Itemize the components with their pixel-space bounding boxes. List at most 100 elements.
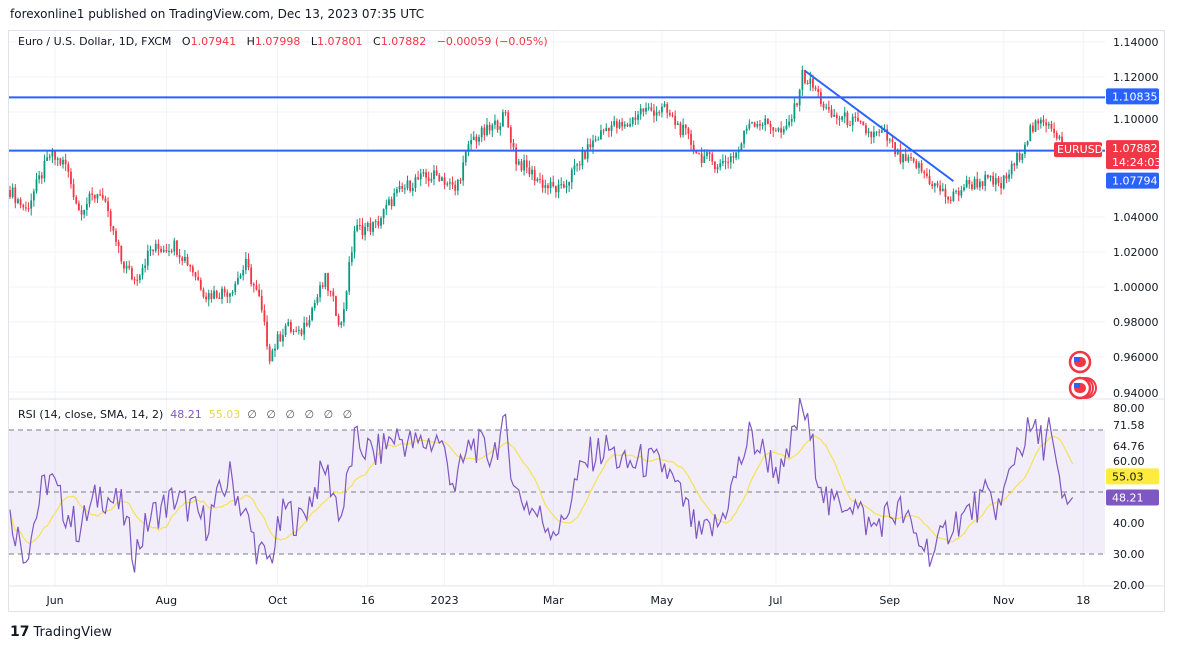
- candle-body: [690, 133, 692, 145]
- candle-body: [72, 184, 75, 198]
- line-price-label: 1.10835: [1112, 90, 1158, 103]
- symbol-legend: Euro / U.S. Dollar, 1D, FXCM O1.07941 H1…: [18, 35, 548, 48]
- candle-body: [1055, 132, 1058, 139]
- candle-body: [146, 250, 149, 266]
- candle-body: [973, 178, 976, 190]
- candle-body: [809, 78, 812, 84]
- rsi-axis-label: 40.00: [1113, 517, 1145, 530]
- candle-body: [655, 112, 658, 116]
- candle-body: [573, 165, 576, 170]
- candle-body: [441, 177, 443, 181]
- tradingview-logo[interactable]: 𝟭𝟳 TradingView: [10, 624, 112, 640]
- candle-body: [1029, 125, 1032, 142]
- candle-body: [873, 131, 875, 138]
- candle-body: [64, 159, 67, 165]
- candle-body: [260, 296, 263, 311]
- candle-body: [115, 230, 117, 242]
- candle-body: [735, 152, 737, 158]
- candle-body: [706, 152, 708, 157]
- candle-body: [237, 277, 239, 284]
- candle-body: [600, 130, 602, 140]
- candle-body: [91, 193, 94, 195]
- candle-body: [785, 125, 788, 130]
- candle-body: [197, 276, 200, 280]
- candle-body: [178, 255, 181, 258]
- candle-body: [939, 185, 942, 192]
- candle-body: [120, 245, 123, 262]
- candle-body: [1000, 183, 1002, 189]
- price-axis-label: 0.94000: [1113, 387, 1159, 400]
- candle-body: [562, 184, 565, 188]
- candle-body: [215, 290, 218, 298]
- candle-body: [247, 258, 250, 268]
- candle-body: [75, 197, 78, 204]
- candle-body: [684, 124, 687, 129]
- candle-body: [703, 156, 706, 163]
- price-axis-label: 0.98000: [1113, 316, 1159, 329]
- candle-body: [287, 322, 290, 326]
- candle-body: [284, 325, 287, 336]
- candle-body: [403, 188, 406, 190]
- trend-line: [804, 70, 954, 182]
- us-flag-canton: [1074, 357, 1080, 362]
- candle-body: [1034, 120, 1037, 132]
- candle-body: [40, 175, 43, 179]
- candle-body: [899, 149, 902, 163]
- candle-body: [719, 163, 722, 168]
- candle-body: [369, 222, 372, 232]
- candle-body: [986, 174, 989, 178]
- rsi-title[interactable]: RSI (14, close, SMA, 14, 2): [18, 408, 164, 421]
- candle-body: [321, 285, 324, 287]
- candle-body: [944, 188, 947, 197]
- candle-body: [960, 190, 963, 196]
- candle-body: [470, 140, 472, 145]
- candle-body: [676, 123, 679, 126]
- candle-body: [350, 252, 353, 263]
- candle-body: [234, 283, 237, 292]
- price-axis-label: 1.04000: [1113, 211, 1159, 224]
- candle-body: [213, 290, 215, 299]
- candle-body: [144, 265, 147, 268]
- candle-body: [494, 120, 496, 125]
- candle-body: [109, 211, 112, 227]
- candle-body: [589, 144, 592, 148]
- candle-body: [788, 121, 790, 126]
- close-label: C: [373, 35, 381, 48]
- candle-body: [459, 179, 462, 181]
- last-price-label: 1.07882: [1112, 142, 1158, 155]
- candle-body: [661, 106, 663, 113]
- candle-body: [552, 182, 555, 187]
- candle-body: [549, 182, 552, 189]
- candle-body: [462, 162, 465, 181]
- candle-body: [101, 194, 104, 199]
- candle-body: [645, 107, 647, 112]
- candle-body: [952, 191, 955, 201]
- candle-body: [920, 163, 923, 172]
- candle-body: [303, 322, 306, 335]
- time-axis-label: Jul: [768, 594, 782, 607]
- candle-body: [769, 123, 772, 128]
- candle-body: [891, 139, 894, 143]
- candle-body: [740, 143, 743, 151]
- candle-body: [205, 296, 207, 300]
- symbol-title[interactable]: Euro / U.S. Dollar, 1D, FXCM: [18, 35, 172, 48]
- candle-body: [608, 127, 610, 131]
- candle-body: [621, 121, 624, 127]
- candle-body: [70, 171, 72, 185]
- price-axis-label: 0.96000: [1113, 351, 1159, 364]
- candle-body: [812, 78, 814, 88]
- candle-body: [388, 199, 390, 205]
- candle-body: [965, 179, 968, 188]
- candle-body: [793, 103, 796, 120]
- candle-body: [594, 139, 597, 141]
- candle-body: [19, 199, 22, 206]
- price-axis-label: 1.14000: [1113, 36, 1159, 49]
- rsi-legend: RSI (14, close, SMA, 14, 2) 48.21 55.03 …: [18, 408, 355, 421]
- candle-body: [398, 186, 401, 190]
- candle-body: [422, 172, 425, 174]
- candle-body: [502, 112, 504, 127]
- candle-body: [255, 285, 258, 290]
- candle-body: [244, 258, 247, 270]
- candle-body: [56, 158, 59, 160]
